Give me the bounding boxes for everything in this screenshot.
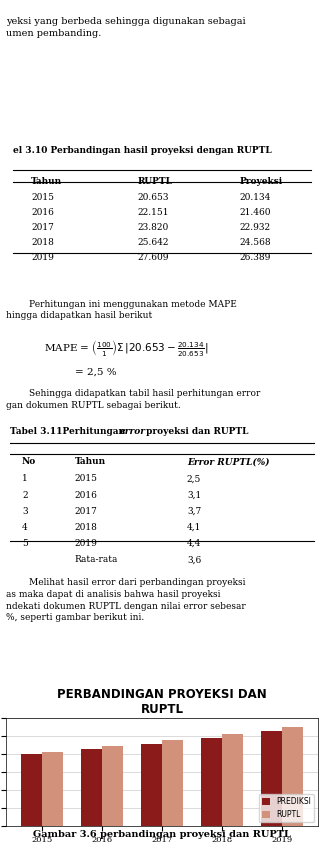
Text: 2017: 2017	[31, 223, 54, 232]
Text: Gambar 3.6 perbandingan proyeksi dan RUPTL: Gambar 3.6 perbandingan proyeksi dan RUP…	[33, 830, 291, 839]
Text: 2016: 2016	[75, 491, 98, 500]
Bar	[81, 749, 102, 826]
Text: Tabel 3.11Perhitungan: Tabel 3.11Perhitungan	[10, 427, 128, 436]
Text: 2019: 2019	[31, 253, 54, 262]
Bar	[102, 746, 123, 826]
Text: 22.151: 22.151	[137, 208, 168, 217]
Text: 4: 4	[22, 523, 28, 532]
Text: 27.609: 27.609	[137, 253, 168, 262]
Legend: PREDIKSI, RUPTL: PREDIKSI, RUPTL	[259, 794, 314, 822]
Text: 5: 5	[22, 540, 28, 548]
Text: 23.820: 23.820	[137, 223, 168, 232]
Text: 2: 2	[22, 491, 28, 500]
Text: 3: 3	[22, 507, 28, 516]
Text: 21.460: 21.460	[240, 208, 271, 217]
Text: error: error	[120, 427, 146, 436]
Text: 3,7: 3,7	[187, 507, 201, 516]
Text: 3,1: 3,1	[187, 491, 201, 500]
Text: 4,1: 4,1	[187, 523, 201, 532]
Text: Melihat hasil error dari perbandingan proyeksi
as maka dapat di analisis bahwa h: Melihat hasil error dari perbandingan pr…	[6, 578, 246, 622]
Bar	[42, 752, 63, 826]
Text: 1: 1	[22, 475, 28, 483]
Text: No: No	[22, 457, 36, 466]
Bar	[201, 738, 222, 826]
Text: Error RUPTL(%): Error RUPTL(%)	[187, 457, 269, 466]
Text: 20.134: 20.134	[240, 193, 271, 201]
Text: Perhitungan ini menggunakan metode MAPE
hingga didapatkan hasil berikut: Perhitungan ini menggunakan metode MAPE …	[6, 299, 237, 320]
Text: Tahun: Tahun	[31, 176, 63, 185]
Text: yeksi yang berbeda sehingga digunakan sebagai
umen pembanding.: yeksi yang berbeda sehingga digunakan se…	[6, 17, 246, 38]
Text: 2,5: 2,5	[187, 475, 201, 483]
Text: Rata-rata: Rata-rata	[75, 556, 118, 564]
Bar	[141, 744, 162, 826]
Text: 3,6: 3,6	[187, 556, 201, 564]
Text: Tahun: Tahun	[75, 457, 106, 466]
Text: 2018: 2018	[75, 523, 98, 532]
Text: 24.568: 24.568	[240, 238, 272, 247]
Text: 2018: 2018	[31, 238, 54, 247]
Text: 2017: 2017	[75, 507, 98, 516]
Text: 4,4: 4,4	[187, 540, 201, 548]
Text: 2015: 2015	[31, 193, 54, 201]
Text: 2016: 2016	[31, 208, 54, 217]
Text: Sehingga didapatkan tabil hasil perhitungan error
gan dokumen RUPTL sebagai beri: Sehingga didapatkan tabil hasil perhitun…	[6, 389, 261, 410]
Text: Proyeksi: Proyeksi	[240, 176, 283, 185]
Text: 25.642: 25.642	[137, 238, 168, 247]
Text: 20.653: 20.653	[137, 193, 168, 201]
Text: 26.389: 26.389	[240, 253, 271, 262]
Title: PERBANDINGAN PROYEKSI DAN
RUPTL: PERBANDINGAN PROYEKSI DAN RUPTL	[57, 688, 267, 716]
Text: 2019: 2019	[75, 540, 98, 548]
Bar	[21, 754, 42, 826]
Bar	[282, 727, 303, 826]
Text: = 2,5 %: = 2,5 %	[75, 368, 117, 377]
Bar	[261, 731, 282, 826]
Text: RUPTL: RUPTL	[137, 176, 172, 185]
Text: proyeksi dan RUPTL: proyeksi dan RUPTL	[143, 427, 249, 436]
Text: MAPE = $\left(\frac{100}{1}\right)\Sigma\,|20.653 - \frac{20.134}{20.653}|$: MAPE = $\left(\frac{100}{1}\right)\Sigma…	[44, 338, 208, 358]
Text: 2015: 2015	[75, 475, 98, 483]
Bar	[162, 740, 183, 826]
Text: el 3.10 Perbandingan hasil proyeksi dengan RUPTL: el 3.10 Perbandingan hasil proyeksi deng…	[13, 146, 272, 155]
Text: 22.932: 22.932	[240, 223, 271, 232]
Bar	[222, 734, 243, 826]
